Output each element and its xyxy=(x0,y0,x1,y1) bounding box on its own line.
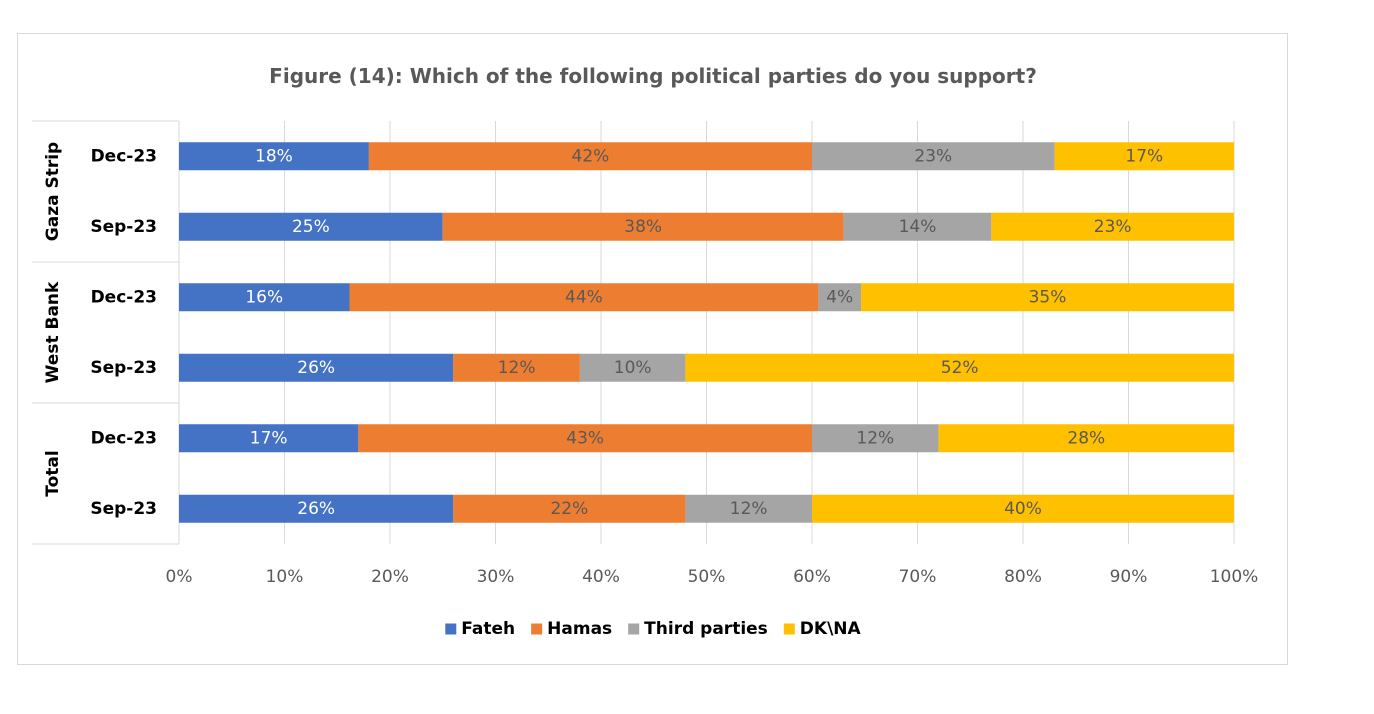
data-label: 12% xyxy=(730,499,768,519)
x-tick-label: 10% xyxy=(266,567,304,587)
row-label: Dec-23 xyxy=(91,287,157,307)
bar-segment xyxy=(812,142,1055,171)
bar-segment xyxy=(358,424,812,453)
data-label: 44% xyxy=(565,287,603,307)
data-label: 17% xyxy=(250,428,288,448)
bar-segment xyxy=(685,494,812,523)
data-label: 26% xyxy=(297,499,335,519)
data-label: 38% xyxy=(624,217,662,237)
data-label: 12% xyxy=(856,428,894,448)
legend-swatch xyxy=(783,623,795,635)
chart-frame: Figure (14): Which of the following poli… xyxy=(17,33,1288,665)
legend-item: Fateh xyxy=(445,619,515,639)
data-label: 23% xyxy=(1094,217,1132,237)
bar-segment xyxy=(179,212,443,241)
data-label: 14% xyxy=(899,217,937,237)
data-label: 25% xyxy=(292,217,330,237)
bars: 18% 42% 23% 17% 25% 38% 14% 23% 16% 44% 4% 35% 26% 12… xyxy=(179,142,1234,523)
bar-segment xyxy=(1054,142,1234,171)
data-label: 28% xyxy=(1067,428,1105,448)
bar-segment xyxy=(818,283,862,312)
bar-segment xyxy=(991,212,1234,241)
x-tick-label: 70% xyxy=(899,567,937,587)
x-tick-label: 20% xyxy=(371,567,409,587)
bar-segment xyxy=(685,353,1234,382)
bar-segment xyxy=(812,424,939,453)
bar-segment xyxy=(453,353,580,382)
x-tick-label: 90% xyxy=(1110,567,1148,587)
legend-label: DK\NA xyxy=(800,619,862,639)
legend-label: Hamas xyxy=(547,619,612,639)
row-label: Sep-23 xyxy=(90,217,157,237)
legend-swatch xyxy=(445,623,457,635)
bar-segment xyxy=(453,494,686,523)
data-label: 4% xyxy=(826,287,853,307)
category-axis: Gaza Strip Dec-23 Sep-23 West Bank Dec-23 Sep… xyxy=(32,120,180,545)
legend-label: Third parties xyxy=(644,619,768,639)
legend-swatch xyxy=(531,623,543,635)
legend-label: Fateh xyxy=(461,619,515,639)
bar-segment xyxy=(368,142,812,171)
group-label: Total xyxy=(43,450,63,496)
x-axis-ticks: 0% 10% 20% 30% 40% 50% 60% 70% 80% 90% 100% xyxy=(166,567,1259,587)
data-label: 17% xyxy=(1125,146,1163,166)
legend-item: DK\NA xyxy=(783,619,862,639)
x-tick-label: 50% xyxy=(688,567,726,587)
x-tick-label: 60% xyxy=(793,567,831,587)
data-label: 26% xyxy=(297,358,335,378)
legend-swatch xyxy=(628,623,640,635)
group-label: West Bank xyxy=(43,281,63,383)
group-label: Gaza Strip xyxy=(43,142,63,241)
row-label: Sep-23 xyxy=(90,358,157,378)
data-label: 12% xyxy=(498,358,536,378)
data-label: 22% xyxy=(550,499,588,519)
bar-segment xyxy=(938,424,1234,453)
x-tick-label: 0% xyxy=(166,567,193,587)
row-label: Dec-23 xyxy=(91,428,157,448)
bar-segment xyxy=(861,283,1234,312)
stacked-bar-chart: Figure (14): Which of the following poli… xyxy=(32,64,1259,639)
data-label: 18% xyxy=(255,146,293,166)
data-label: 23% xyxy=(914,146,952,166)
bar-segment xyxy=(843,212,992,241)
data-label: 42% xyxy=(572,146,610,166)
bar-segment xyxy=(179,353,454,382)
data-label: 43% xyxy=(566,428,604,448)
x-tick-label: 100% xyxy=(1210,567,1259,587)
bar-segment xyxy=(812,494,1234,523)
legend: Fateh Hamas Third parties DK\NA xyxy=(445,619,862,639)
legend-item: Hamas xyxy=(531,619,612,639)
gridlines xyxy=(178,121,1235,544)
bar-segment xyxy=(179,283,350,312)
row-label: Sep-23 xyxy=(90,499,157,519)
row-label: Dec-23 xyxy=(91,146,157,166)
data-label: 16% xyxy=(245,287,283,307)
data-label: 40% xyxy=(1004,499,1042,519)
bar-segment xyxy=(179,142,369,171)
legend-item: Third parties xyxy=(628,619,768,639)
data-label: 52% xyxy=(941,358,979,378)
bar-segment xyxy=(349,283,819,312)
bar-segment xyxy=(442,212,844,241)
bar-segment xyxy=(179,424,359,453)
x-tick-label: 40% xyxy=(582,567,620,587)
bar-segment xyxy=(179,494,454,523)
x-tick-label: 80% xyxy=(1004,567,1042,587)
bar-segment xyxy=(579,353,686,382)
x-tick-label: 30% xyxy=(477,567,515,587)
data-label: 10% xyxy=(614,358,652,378)
chart-title: Figure (14): Which of the following poli… xyxy=(269,64,1037,88)
data-label: 35% xyxy=(1029,287,1067,307)
